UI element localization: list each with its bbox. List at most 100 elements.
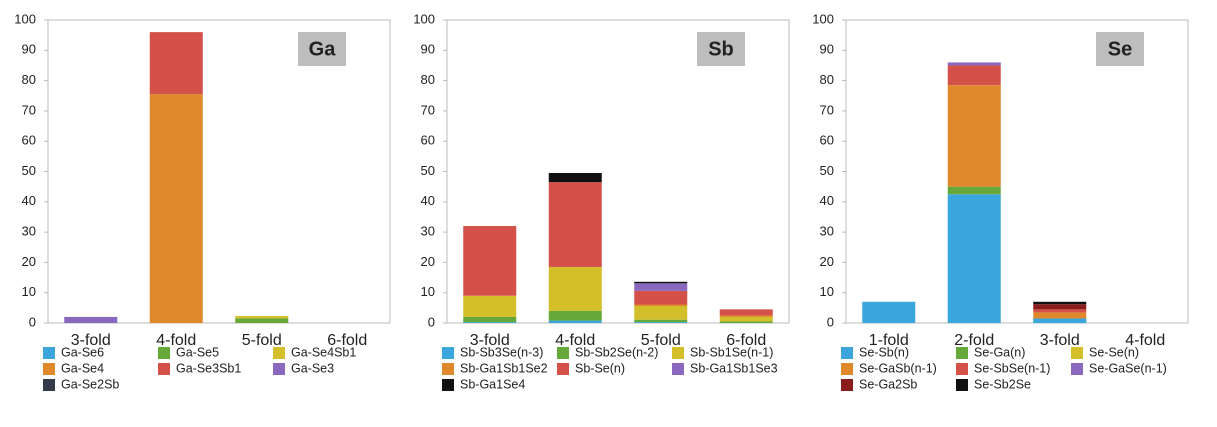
bar-segment (149, 94, 203, 323)
x-tick-label: 3-fold (470, 332, 510, 349)
y-tick-label: 100 (413, 11, 435, 26)
legend-swatch (442, 363, 454, 375)
legend-swatch (672, 363, 684, 375)
bar-segment (1033, 301, 1087, 305)
legend-label: Se-Ga(n) (974, 345, 1025, 359)
bar-segment (634, 281, 688, 284)
y-tick-label: 90 (22, 42, 36, 57)
x-tick-label: 1-fold (869, 332, 909, 349)
legend-swatch (1071, 347, 1083, 359)
legend-label: Sb-Se(n) (575, 361, 625, 375)
y-tick-label: 30 (820, 224, 834, 239)
legend-label: Ga-Se3Sb1 (176, 361, 241, 375)
y-tick-label: 30 (22, 224, 36, 239)
bar-segment (1033, 312, 1087, 319)
x-tick-label: 3-fold (1040, 332, 1080, 349)
legend-swatch (557, 347, 569, 359)
y-tick-label: 80 (421, 72, 435, 87)
bar-segment (548, 310, 602, 321)
y-tick-label: 50 (421, 163, 435, 178)
x-tick-label: 4-fold (555, 332, 595, 349)
bar-segment (1033, 309, 1087, 313)
legend-label: Se-Sb(n) (859, 345, 909, 359)
bar-segment (463, 322, 517, 323)
x-tick-label: 5-fold (242, 332, 282, 349)
bar-segment (947, 194, 1001, 323)
bar-segment (1033, 318, 1087, 323)
bar-segment (947, 186, 1001, 195)
panel-label-box (1096, 32, 1144, 66)
y-tick-label: 10 (820, 284, 834, 299)
x-tick-label: 2-fold (954, 332, 994, 349)
y-tick-label: 50 (22, 163, 36, 178)
y-tick-label: 90 (421, 42, 435, 57)
legend-label: Ga-Se6 (61, 345, 104, 359)
legend-label: Ga-Se4 (61, 361, 104, 375)
legend-label: Sb-Sb2Se(n-2) (575, 345, 658, 359)
legend-swatch (672, 347, 684, 359)
y-tick-label: 0 (29, 314, 36, 329)
bar-segment (947, 65, 1001, 86)
legend-swatch (1071, 363, 1083, 375)
legend-swatch (841, 379, 853, 391)
x-tick-label: 3-fold (71, 332, 111, 349)
panel-label: Sb (708, 38, 734, 60)
y-tick-label: 60 (820, 133, 834, 148)
bar-segment (634, 322, 688, 323)
legend-swatch (956, 379, 968, 391)
legend-swatch (158, 363, 170, 375)
legend-label: Sb-Sb3Se(n-3) (460, 345, 543, 359)
legend-swatch (956, 347, 968, 359)
panel-label-box (697, 32, 745, 66)
legend-label: Ga-Se2Sb (61, 377, 119, 391)
bar-segment (719, 315, 773, 317)
bar-segment (1033, 304, 1087, 310)
legend-swatch (273, 347, 285, 359)
x-tick-label: 6-fold (327, 332, 367, 349)
bar-segment (548, 320, 602, 323)
legend-label: Ga-Se3 (291, 361, 334, 375)
y-tick-label: 50 (820, 163, 834, 178)
y-tick-label: 100 (14, 11, 36, 26)
y-tick-label: 20 (22, 254, 36, 269)
bar-segment (634, 290, 688, 305)
bar-segment (235, 318, 289, 323)
legend-swatch (841, 347, 853, 359)
y-tick-label: 40 (421, 193, 435, 208)
legend-swatch (956, 363, 968, 375)
x-tick-label: 5-fold (641, 332, 681, 349)
legend-swatch (442, 347, 454, 359)
legend-swatch (442, 379, 454, 391)
y-tick-label: 40 (820, 193, 834, 208)
legend-label: Ga-Se5 (176, 345, 219, 359)
bar-segment (548, 182, 602, 267)
legend-swatch (158, 347, 170, 359)
y-tick-label: 30 (421, 224, 435, 239)
legend-swatch (841, 363, 853, 375)
bar-segment (634, 319, 688, 323)
bar-segment (64, 316, 118, 323)
legend-label: Se-Se(n) (1089, 345, 1139, 359)
panel-label: Se (1108, 38, 1132, 60)
x-tick-label: 4-fold (156, 332, 196, 349)
bar-segment (548, 173, 602, 183)
bar-segment (719, 309, 773, 316)
legend-swatch (43, 363, 55, 375)
bar-segment (719, 316, 773, 322)
legend-swatch (43, 347, 55, 359)
legend-label: Se-Ga2Sb (859, 377, 917, 391)
bar-segment (463, 226, 517, 296)
bar-segment (634, 283, 688, 291)
bar-segment (719, 321, 773, 323)
y-tick-label: 80 (820, 72, 834, 87)
legend-label: Se-GaSb(n-1) (859, 361, 937, 375)
y-tick-label: 40 (22, 193, 36, 208)
y-tick-label: 0 (827, 314, 834, 329)
legend-label: Sb-Ga1Sb1Se2 (460, 361, 548, 375)
legend-swatch (557, 363, 569, 375)
legend-label: Se-SbSe(n-1) (974, 361, 1050, 375)
bar-segment (235, 316, 289, 319)
y-tick-label: 10 (22, 284, 36, 299)
x-tick-label: 6-fold (726, 332, 766, 349)
